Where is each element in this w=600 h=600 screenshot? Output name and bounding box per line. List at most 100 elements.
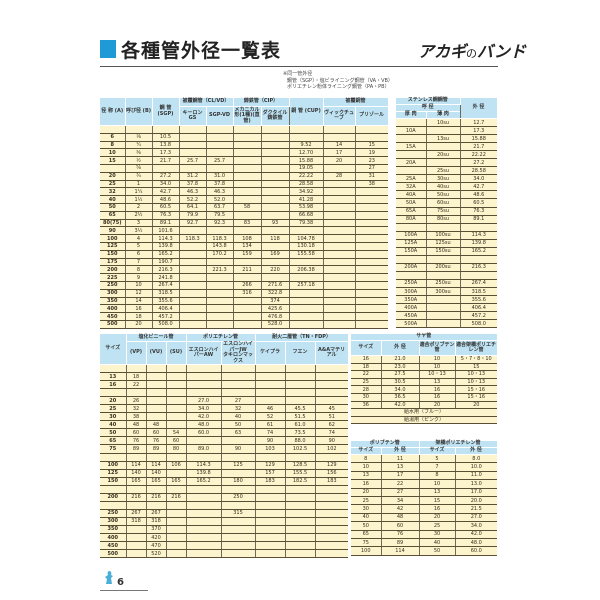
table-cell: 73.5 [284, 428, 316, 438]
table-cell: 60.5 [151, 203, 179, 212]
table-cell: 165 [145, 477, 166, 486]
table-cell: 140 [145, 469, 166, 478]
table-cell: 241.8 [151, 273, 179, 282]
table-cell: 90 [254, 436, 286, 446]
table-cell [178, 312, 206, 321]
table-cell: 52 [254, 412, 286, 422]
table-cell [205, 226, 234, 236]
table-cell [254, 388, 286, 398]
table-cell [254, 453, 286, 462]
table-cell: 65 [100, 436, 126, 446]
table-cell [178, 258, 206, 267]
table-row: 30 36.5 16 15・16 [351, 393, 498, 402]
table-cell: 20 [418, 513, 456, 523]
table-cell: 92.7 [178, 219, 206, 228]
table-cell: 250su [425, 279, 461, 288]
table-cell [314, 485, 349, 494]
table-row: 25 30.5 13 10・13 [351, 378, 498, 387]
logo-no: の [466, 47, 478, 60]
table-cell: 74 [254, 428, 286, 438]
table-cell: 315 [220, 509, 256, 518]
table-cell [232, 297, 262, 306]
table-cell: 76 [380, 530, 420, 539]
table-cell [125, 541, 146, 551]
table-cell: 27 [220, 396, 256, 406]
table-cell [178, 273, 206, 282]
table-cell [254, 509, 286, 518]
table-cell [354, 265, 389, 275]
table-row: 50 2 60.5 64.1 63.7 58 53.98 [100, 203, 389, 212]
table-cell: 80(75) [100, 219, 125, 228]
table-row: 13su 15.88 [396, 134, 498, 144]
table-cell: 80su [425, 215, 461, 224]
table-cell [354, 312, 389, 321]
table-cell: 88.0 [284, 436, 316, 446]
table-cell: 27.2 [459, 158, 498, 168]
table-cell: 165.2 [151, 250, 179, 259]
table-cell: 89 [145, 444, 166, 454]
table-cell [178, 141, 206, 150]
table-cell: 267 [125, 509, 146, 518]
table-cell: 41.28 [288, 195, 324, 204]
table-cell: 13 [351, 471, 381, 481]
col-size: サイズ [100, 333, 127, 365]
group-coated-steel: 被覆鋼管（CL/VD） [178, 97, 234, 107]
table-cell [145, 372, 166, 382]
col-gs: キーロンGS [179, 106, 207, 126]
table-cell [220, 388, 256, 398]
table-cell: 10 [418, 355, 455, 364]
table-cell: 40 [100, 195, 125, 204]
table-cell [220, 541, 256, 551]
table-row: 100 114 50 60.0 [351, 546, 498, 556]
table-cell [425, 223, 461, 232]
table-row: 500 520 [100, 549, 349, 559]
table-cell [288, 320, 324, 329]
table-cell: 267 [145, 509, 166, 518]
table-row: 200 216 216 216 250 [100, 493, 349, 502]
group-pvc: 塩化ビニール管 [125, 333, 187, 342]
table-cell: 16 [351, 355, 381, 364]
table-cell: 17.3 [459, 126, 498, 136]
table-cell: 16 [418, 393, 455, 402]
note-line: 鋼管（SGP）・塩ビライニング鋼管（VA・VB） [287, 77, 393, 84]
table-cell: 100A [396, 231, 426, 240]
col-su: (SU) [165, 341, 187, 365]
col-pb: 適合ポリブテン管 [418, 340, 456, 356]
table-cell: 7 [418, 462, 456, 472]
table-row: 25 34 15 20.0 [351, 496, 498, 506]
table-cell: 22 [380, 479, 420, 489]
table-cell: 10 [418, 363, 455, 372]
table-cell [260, 148, 290, 158]
table-cell [100, 388, 126, 398]
table-cell: 8 [351, 454, 381, 464]
table-cell: 1 [124, 180, 152, 189]
table-cell: 60.5 [459, 198, 498, 208]
table-cell [425, 271, 461, 280]
table-cell [232, 258, 262, 267]
table-cell: 12 [124, 289, 152, 298]
col-size: サイズ [418, 447, 456, 455]
table-row: 40 48 48 48.0 50 61 61.0 62 [100, 420, 349, 430]
table-cell [260, 242, 290, 251]
table-cell [232, 141, 262, 150]
table-row: 25A 30su 34.0 [396, 174, 498, 184]
table-cell: 48.6 [459, 190, 498, 200]
table-cell: 211 [232, 265, 262, 275]
table-cell: 406.4 [459, 303, 498, 313]
table-cell: 7 [124, 258, 152, 267]
table-cell: 100 [100, 461, 126, 470]
table-cell [288, 133, 324, 142]
table-cell [205, 312, 234, 321]
table-row: 100 114 114 106 114.3 125 129 128.5 129 [100, 461, 349, 470]
table-cell: 18 [351, 363, 381, 372]
table-cell: 190.7 [151, 258, 179, 267]
table-row: 10 13 7 10.0 [351, 462, 498, 472]
table-cell: 42 [380, 504, 420, 514]
table-cell: 200 [100, 265, 125, 275]
table-cell [354, 219, 389, 228]
table-cell: 183 [314, 477, 349, 486]
table-cell: 54 [165, 428, 187, 438]
table-cell: 90 [314, 436, 349, 446]
table-cell: 300 [100, 517, 126, 526]
table-cell [254, 541, 286, 551]
